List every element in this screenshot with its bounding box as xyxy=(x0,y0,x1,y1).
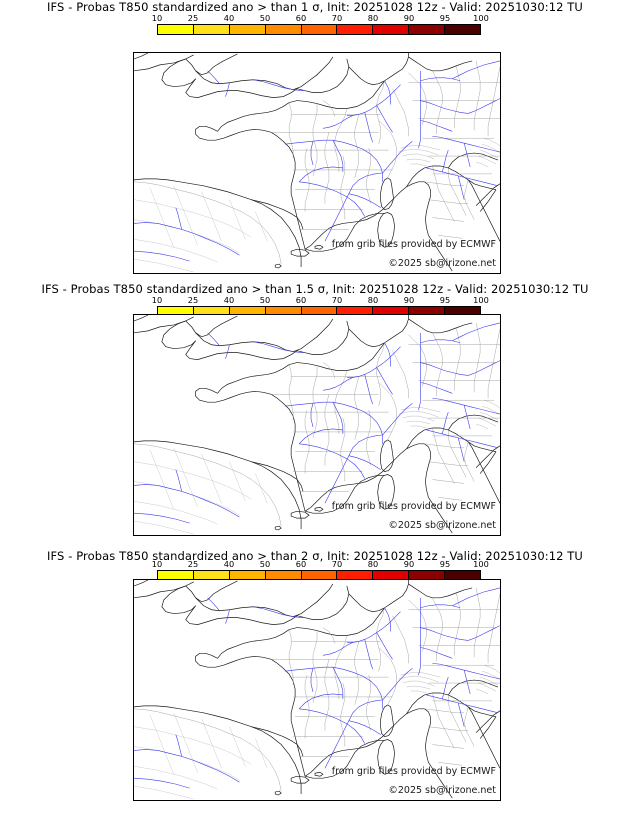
colorbar-tick: 10 xyxy=(151,13,163,23)
panel-1p5-sigma: IFS - Probas T850 standardized ano > tha… xyxy=(0,282,630,544)
map-credit-copyright: ©2025 sb@irizone.net xyxy=(388,785,496,796)
colorbar-segment xyxy=(409,25,446,34)
colorbar-segment xyxy=(373,307,410,316)
colorbar-segment xyxy=(158,25,194,34)
colorbar-tick: 100 xyxy=(473,13,489,23)
colorbar-tick: 60 xyxy=(295,295,307,305)
colorbar-tick: 70 xyxy=(331,559,343,569)
colorbar-segment xyxy=(193,25,230,34)
colorbar-segment xyxy=(337,307,374,316)
colorbar-segment xyxy=(337,571,374,580)
colorbar-tick-labels: 10 25 40 50 60 70 80 90 95 100 xyxy=(152,295,489,306)
colorbar-tick: 25 xyxy=(187,295,199,305)
colorbar-segment xyxy=(193,571,230,580)
colorbar-segment xyxy=(193,307,230,316)
panel-1-sigma: IFS - Probas T850 standardized ano > tha… xyxy=(0,0,630,278)
colorbar-tick-labels: 10 25 40 50 60 70 80 90 95 100 xyxy=(152,13,489,24)
colorbar-tick: 50 xyxy=(259,13,271,23)
colorbar-tick: 10 xyxy=(151,295,163,305)
colorbar-tick: 95 xyxy=(439,13,451,23)
colorbar-tick: 90 xyxy=(403,559,415,569)
colorbar-segment xyxy=(158,571,194,580)
colorbar-segment xyxy=(445,571,481,580)
colorbar-segment xyxy=(409,307,446,316)
colorbar-tick: 100 xyxy=(473,559,489,569)
colorbar: 10 25 40 50 60 70 80 90 95 100 xyxy=(152,559,489,581)
colorbar-segment xyxy=(301,571,338,580)
colorbar-tick: 80 xyxy=(367,295,379,305)
map-credit-source: from grib files provided by ECMWF xyxy=(331,239,496,250)
colorbar-tick: 95 xyxy=(439,295,451,305)
colorbar-tick: 50 xyxy=(259,295,271,305)
colorbar-tick: 25 xyxy=(187,559,199,569)
colorbar-segment xyxy=(265,571,302,580)
colorbar-segment xyxy=(301,25,338,34)
colorbar-segment xyxy=(373,571,410,580)
colorbar-segment xyxy=(337,25,374,34)
colorbar-tick: 40 xyxy=(223,295,235,305)
colorbar-tick: 80 xyxy=(367,13,379,23)
forecast-map[interactable]: from grib files provided by ECMWF ©2025 … xyxy=(133,314,501,536)
panel-title: IFS - Probas T850 standardized ano > tha… xyxy=(41,282,589,296)
colorbar-segment xyxy=(445,25,481,34)
colorbar-tick: 90 xyxy=(403,295,415,305)
colorbar-segment xyxy=(301,307,338,316)
colorbar-tick: 40 xyxy=(223,559,235,569)
colorbar-segment xyxy=(265,25,302,34)
panel-2-sigma: IFS - Probas T850 standardized ano > tha… xyxy=(0,549,630,828)
map-credit-source: from grib files provided by ECMWF xyxy=(331,766,496,777)
colorbar-tick: 70 xyxy=(331,13,343,23)
colorbar-tick: 95 xyxy=(439,559,451,569)
panel-title: IFS - Probas T850 standardized ano > tha… xyxy=(47,549,583,563)
colorbar-segment xyxy=(229,307,266,316)
colorbar-segment xyxy=(229,25,266,34)
colorbar-tick: 60 xyxy=(295,559,307,569)
colorbar-tick: 25 xyxy=(187,13,199,23)
map-credit-copyright: ©2025 sb@irizone.net xyxy=(388,520,496,531)
colorbar-gradient xyxy=(157,24,481,35)
colorbar-tick: 10 xyxy=(151,559,163,569)
colorbar-tick: 70 xyxy=(331,295,343,305)
colorbar-tick: 90 xyxy=(403,13,415,23)
colorbar-segment xyxy=(229,571,266,580)
colorbar-segment xyxy=(445,307,481,316)
colorbar-tick: 50 xyxy=(259,559,271,569)
colorbar-tick: 80 xyxy=(367,559,379,569)
forecast-map[interactable]: from grib files provided by ECMWF ©2025 … xyxy=(133,579,501,801)
colorbar-tick-labels: 10 25 40 50 60 70 80 90 95 100 xyxy=(152,559,489,570)
colorbar-segment xyxy=(373,25,410,34)
colorbar-segment xyxy=(409,571,446,580)
colorbar-tick: 60 xyxy=(295,13,307,23)
forecast-map[interactable]: from grib files provided by ECMWF ©2025 … xyxy=(133,52,501,274)
colorbar-tick: 100 xyxy=(473,295,489,305)
colorbar-segment xyxy=(158,307,194,316)
colorbar-tick: 40 xyxy=(223,13,235,23)
map-credit-copyright: ©2025 sb@irizone.net xyxy=(388,258,496,269)
map-credit-source: from grib files provided by ECMWF xyxy=(331,501,496,512)
colorbar-segment xyxy=(265,307,302,316)
panel-title: IFS - Probas T850 standardized ano > tha… xyxy=(47,0,583,14)
colorbar: 10 25 40 50 60 70 80 90 95 100 xyxy=(152,13,489,35)
